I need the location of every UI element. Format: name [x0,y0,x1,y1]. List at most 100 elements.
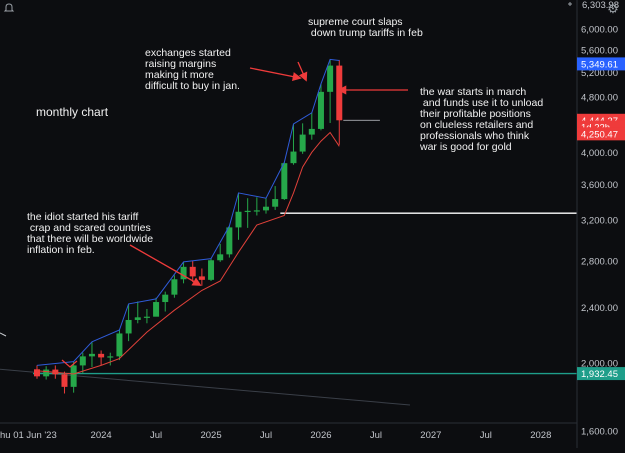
candle [162,291,169,312]
candle-body [198,276,205,280]
price-label-3: 4,250.47 [577,127,625,141]
price-tick-label: 3,200.00 [581,216,618,227]
annotation-war: the war starts in march and funds use it… [420,86,544,153]
candle-body [116,333,123,357]
candle-body [79,356,86,366]
chart-label: monthly chart [36,105,109,119]
candle-body [153,302,160,317]
candle [61,371,68,394]
candle [171,275,178,298]
price-label-text: 5,349.61 [581,59,618,70]
price-label-box [577,367,625,381]
candle [272,186,279,210]
candle [116,330,123,361]
candle-body [308,128,315,135]
time-tick-label: 2027 [420,430,441,441]
candle [153,297,160,317]
arrow-exchanges [249,67,302,82]
candle-body [70,365,77,387]
candle [327,59,334,123]
candle [43,366,50,380]
candle [299,123,306,154]
candle [263,198,269,214]
time-tick-label: 2028 [530,430,551,441]
candle-body [88,353,95,357]
candle-body [180,266,187,280]
time-tick-label: 2024 [91,430,112,441]
gear-icon[interactable]: ⚙ [607,1,619,16]
candle [217,243,224,262]
time-tick-label: 2025 [200,430,221,441]
candle-body [317,91,324,129]
candle-body [327,65,334,92]
price-top-label: 6,303.98 [582,0,619,11]
price-label-box [577,57,625,71]
candle-body [107,356,114,358]
price-tick-label: 4,800.00 [581,92,618,103]
candle [34,365,40,379]
candle [198,268,205,286]
candle-body [235,211,242,228]
candle-body [290,151,297,164]
ma-slow-line [36,131,340,375]
price-tick-label: 5,200.00 [581,68,618,79]
candle-body [61,374,68,387]
price-label-text: 1,932.45 [581,369,618,380]
candle [134,301,141,324]
time-tick-label: Jul [370,430,382,441]
candle [290,124,297,165]
candle-body [253,210,260,212]
candle-body [34,369,40,377]
candle-body [162,294,169,303]
candle-body [226,227,233,255]
price-label-box [577,127,625,141]
annotation-exchanges: exchanges started raising margins making… [145,47,240,92]
candle-body [244,210,251,213]
small-arrow [61,359,78,368]
price-tick-label: 3,600.00 [581,180,618,191]
candle [235,192,242,240]
time-tick-label: hu 01 Jun '23 [0,430,57,441]
candle-body [125,319,132,334]
price-tick-label: 1,600.00 [581,427,618,438]
candle [308,112,315,140]
price-tick-label: 2,000.00 [581,359,618,370]
candle-body [336,65,343,121]
time-tick-label: 2026 [310,430,331,441]
candle [226,225,233,258]
candle-body [263,206,269,211]
ma-fast-line [36,58,340,366]
candle [180,261,187,284]
price-label-4: 1,932.45 [577,367,625,381]
candle [79,352,86,374]
time-tick-label: Jul [260,430,272,441]
candle-body [208,260,215,280]
plus-icon [568,2,572,6]
trend-line [0,368,411,406]
bell-icon[interactable] [3,2,15,14]
annotation-supreme-court: supreme court slaps down trump tariffs i… [308,16,423,39]
candle [253,197,260,216]
candle [107,352,114,366]
candle-body [134,317,141,320]
arrow-supreme-court [297,61,308,82]
price-label-text: 4,250.47 [581,129,618,140]
candle [70,361,77,393]
price-tick-label: 2,400.00 [581,303,618,314]
candle-body [189,266,196,277]
candle-body [217,254,224,261]
annotation-tariff: the idiot started his tariff crap and sc… [27,211,154,256]
candle [88,341,95,367]
price-tick-label: 2,800.00 [581,256,618,267]
candle-body [299,134,306,152]
price-tick-label: 6,000.00 [581,25,618,36]
candle [98,350,105,366]
time-tick-label: Jul [480,430,492,441]
candle [125,303,132,342]
candle [143,308,150,324]
price-tick-label: 4,000.00 [581,148,618,159]
arrow-tariff [129,244,202,286]
price-label-0: 5,349.61 [577,57,625,71]
